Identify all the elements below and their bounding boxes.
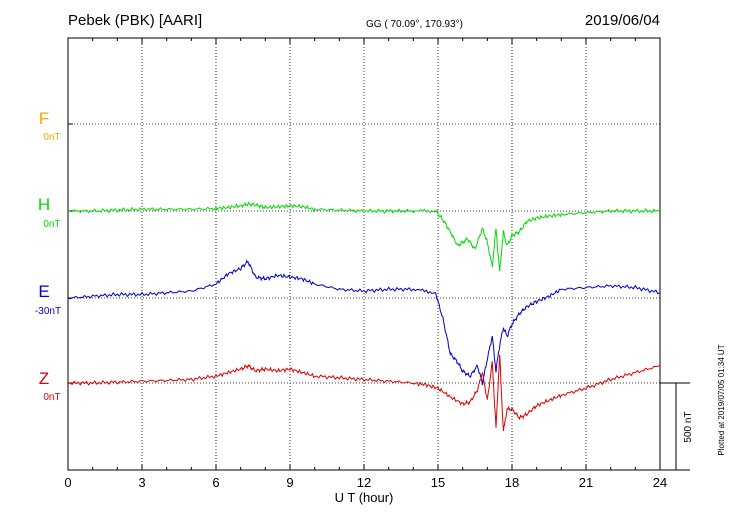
date-label: 2019/06/04: [585, 12, 660, 29]
series-lines: [67, 201, 661, 432]
station-title: Pebek (PBK) [AARI]: [68, 12, 202, 29]
series-offset-z: 0nT: [43, 392, 60, 403]
coordinates-label: GG ( 70.09°, 170.93°): [366, 19, 463, 30]
x-axis-label: U T (hour): [335, 490, 394, 505]
x-tick-label: 18: [505, 475, 519, 490]
series-name-f: F: [39, 109, 49, 128]
series-line-e: [67, 259, 661, 386]
scale-bar-label: 500 nT: [683, 411, 694, 442]
x-tick-label: 0: [64, 475, 71, 490]
x-tick-label: 9: [286, 475, 293, 490]
plotted-timestamp: Plotted at 2019/07/05 01:34 UT: [717, 344, 726, 455]
scale-bar: 500 nT: [660, 382, 694, 471]
series-name-e: E: [38, 282, 49, 301]
x-tick-label: 15: [431, 475, 445, 490]
series-line-h: [67, 201, 661, 272]
series-offset-h: 0nT: [43, 219, 60, 230]
x-axis-ticks: 0 3 6 9 12 15 18 21 24: [64, 38, 667, 490]
series-name-z: Z: [39, 369, 49, 388]
series-offset-f: 0nT: [43, 132, 60, 143]
x-tick-label: 6: [212, 475, 219, 490]
x-tick-label: 24: [653, 475, 667, 490]
series-offset-e: -30nT: [35, 306, 61, 317]
x-tick-label: 12: [357, 475, 371, 490]
grid: [68, 38, 660, 470]
x-tick-label: 3: [138, 475, 145, 490]
series-name-h: H: [38, 195, 50, 214]
series-labels: F 0nT H 0nT E -30nT Z 0nT: [35, 109, 61, 403]
series-line-z: [67, 354, 661, 432]
x-tick-label: 21: [579, 475, 593, 490]
